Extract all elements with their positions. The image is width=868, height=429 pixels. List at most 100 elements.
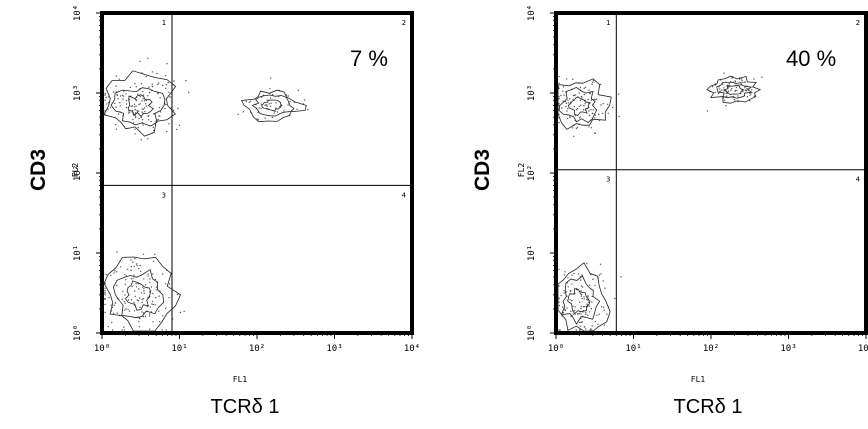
event-dot	[271, 94, 274, 96]
event-dot	[104, 297, 106, 300]
event-dot	[135, 99, 138, 101]
event-dot	[597, 323, 599, 325]
event-dot	[580, 313, 582, 315]
event-dot	[579, 279, 582, 281]
event-dot	[571, 127, 574, 129]
event-dot	[154, 278, 157, 281]
event-dot	[157, 83, 159, 86]
event-dot	[125, 308, 127, 310]
event-dot	[152, 260, 155, 262]
event-dot	[583, 87, 585, 90]
event-dot	[168, 96, 171, 98]
event-dot	[584, 326, 586, 328]
event-dot	[140, 83, 143, 85]
event-dot	[603, 309, 605, 311]
event-dot	[578, 329, 581, 331]
event-dot	[264, 117, 266, 119]
event-dot	[591, 83, 593, 85]
event-dot	[582, 306, 585, 308]
event-dot	[563, 94, 565, 96]
event-dot	[567, 277, 569, 279]
event-dot	[121, 298, 124, 301]
event-dot	[269, 77, 272, 79]
event-dot	[566, 110, 568, 112]
event-dot	[266, 99, 268, 101]
contour-line	[558, 86, 597, 124]
event-dot	[269, 88, 271, 90]
percentage-annotation: 7 %	[350, 46, 388, 71]
event-dot	[270, 102, 272, 105]
x-channel-label: FL1	[233, 375, 248, 384]
event-dot	[138, 288, 140, 290]
event-dot	[572, 305, 574, 307]
event-dot	[620, 276, 622, 278]
x-tick-label: 10²	[703, 344, 719, 354]
event-dot	[112, 91, 115, 93]
event-dot	[140, 292, 143, 294]
event-dot	[590, 127, 593, 129]
event-dot	[257, 119, 260, 121]
event-dot	[597, 113, 600, 115]
flow-plot-right: CD3 TCRδ 1 FL2 FL1 1 2 3 4 10⁰ 10¹ 10² 10³ 10⁴ 10…	[471, 5, 868, 418]
event-dot	[723, 72, 725, 74]
event-dot	[137, 126, 139, 129]
event-dot	[592, 109, 594, 111]
event-dot	[141, 119, 144, 121]
event-dot	[112, 312, 115, 315]
event-dot	[569, 116, 571, 118]
event-dot	[574, 306, 576, 308]
y-axis-label: CD3	[27, 149, 50, 191]
event-dot	[144, 284, 147, 286]
event-dot	[599, 83, 602, 86]
event-dot	[579, 116, 582, 118]
event-dot	[159, 97, 161, 99]
event-dot	[722, 83, 724, 85]
event-dot	[594, 117, 596, 119]
event-dot	[245, 100, 247, 103]
event-dot	[562, 306, 564, 308]
event-dot	[584, 86, 587, 89]
event-dot	[149, 281, 151, 283]
event-dot	[154, 304, 156, 306]
event-dot	[587, 314, 589, 316]
event-dot	[164, 307, 167, 310]
event-dot	[734, 81, 737, 83]
x-tick-label: 10⁴	[858, 344, 868, 354]
event-dot	[143, 290, 145, 292]
event-dot	[150, 286, 153, 288]
event-dot	[104, 287, 106, 289]
event-dot	[562, 312, 565, 314]
event-dot	[125, 93, 127, 95]
event-dot	[565, 105, 567, 108]
contour-line	[110, 87, 166, 127]
event-dot	[159, 111, 162, 113]
event-dot	[734, 89, 737, 92]
event-dot	[600, 104, 602, 106]
event-dot	[706, 110, 709, 112]
event-dot	[150, 120, 152, 123]
event-dot	[581, 96, 583, 98]
event-dot	[137, 110, 140, 112]
event-dot	[749, 94, 751, 97]
event-dot	[728, 83, 731, 85]
event-dot	[144, 315, 147, 318]
event-dot	[578, 117, 581, 119]
event-dot	[271, 116, 274, 119]
event-dot	[104, 92, 107, 95]
event-dot	[143, 278, 145, 280]
event-dot	[581, 286, 584, 288]
event-dot	[159, 321, 161, 323]
event-dot	[116, 251, 118, 253]
event-dot	[731, 77, 733, 79]
event-dot	[565, 291, 568, 293]
event-dot	[580, 104, 582, 106]
event-dot	[726, 85, 728, 87]
quadrant-label-3: 3	[162, 191, 166, 199]
event-dot	[115, 106, 117, 108]
event-dot	[179, 311, 182, 314]
event-dot	[714, 91, 716, 94]
event-dot	[580, 285, 583, 287]
contour-line	[103, 70, 177, 137]
event-dot	[156, 72, 158, 75]
event-dot	[141, 301, 143, 303]
